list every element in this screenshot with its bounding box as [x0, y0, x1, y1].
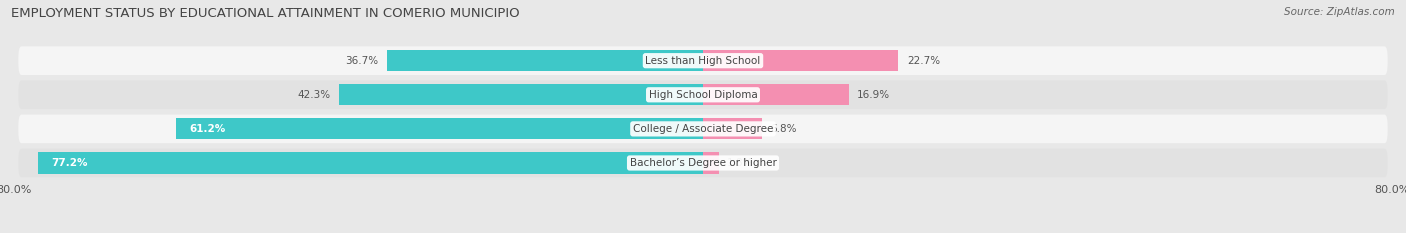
- Text: 61.2%: 61.2%: [188, 124, 225, 134]
- Bar: [703, 50, 898, 71]
- Bar: [703, 84, 849, 105]
- Bar: [703, 118, 762, 140]
- Text: 6.8%: 6.8%: [770, 124, 797, 134]
- Text: Source: ZipAtlas.com: Source: ZipAtlas.com: [1284, 7, 1395, 17]
- FancyBboxPatch shape: [18, 80, 1388, 109]
- Text: EMPLOYMENT STATUS BY EDUCATIONAL ATTAINMENT IN COMERIO MUNICIPIO: EMPLOYMENT STATUS BY EDUCATIONAL ATTAINM…: [11, 7, 520, 20]
- FancyBboxPatch shape: [18, 149, 1388, 177]
- Text: 42.3%: 42.3%: [297, 90, 330, 100]
- Text: College / Associate Degree: College / Associate Degree: [633, 124, 773, 134]
- Bar: [703, 152, 718, 174]
- Bar: [387, 50, 703, 71]
- Text: High School Diploma: High School Diploma: [648, 90, 758, 100]
- Text: Bachelor’s Degree or higher: Bachelor’s Degree or higher: [630, 158, 776, 168]
- Bar: [339, 84, 703, 105]
- Text: 1.8%: 1.8%: [727, 158, 754, 168]
- Text: 16.9%: 16.9%: [858, 90, 890, 100]
- FancyBboxPatch shape: [18, 115, 1388, 143]
- Text: 36.7%: 36.7%: [346, 56, 378, 66]
- Text: 77.2%: 77.2%: [51, 158, 87, 168]
- Text: 22.7%: 22.7%: [907, 56, 941, 66]
- Bar: [176, 118, 703, 140]
- Bar: [38, 152, 703, 174]
- FancyBboxPatch shape: [18, 46, 1388, 75]
- Text: Less than High School: Less than High School: [645, 56, 761, 66]
